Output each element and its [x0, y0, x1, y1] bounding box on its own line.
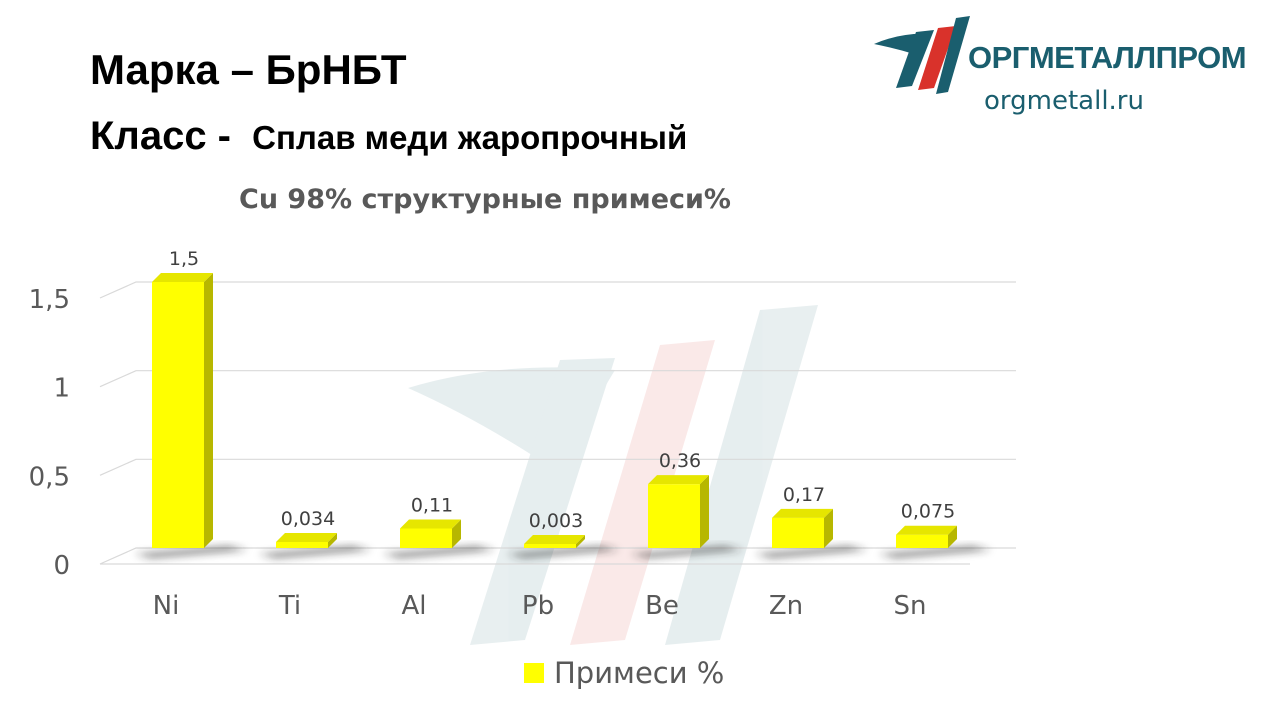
bar-top [896, 525, 957, 535]
legend: Примеси % [524, 656, 724, 690]
bar-be [648, 475, 709, 548]
logo-name: ОРГМЕТАЛЛПРОМ [968, 40, 1247, 75]
brand-title: Марка – БрНБТ [90, 46, 407, 94]
x-tick-label: Be [645, 591, 679, 621]
y-tick-label: 0,5 [29, 462, 70, 492]
bar-front [648, 484, 700, 548]
x-axis: Ni Ti Al Pb Be Zn Sn [153, 591, 927, 621]
orgmetall-logo-icon [874, 16, 970, 94]
bar-side [700, 475, 709, 548]
x-tick-label: Ti [278, 591, 301, 621]
bar-ni [152, 273, 213, 548]
x-tick-label: Sn [894, 591, 927, 621]
y-tick-label: 1,5 [29, 285, 70, 315]
bar-side [452, 519, 461, 548]
bar-shadows [134, 546, 992, 558]
data-label: 0,17 [783, 484, 825, 506]
bar-front [772, 517, 824, 548]
bar-sn [896, 525, 957, 548]
bar-shadow [878, 546, 992, 558]
data-label: 0,003 [529, 510, 583, 532]
class-label: Класс - [90, 114, 231, 158]
bar-side [576, 535, 585, 548]
y-tick-label: 0 [53, 551, 70, 581]
bar-side [948, 525, 957, 548]
bar-top [772, 508, 833, 518]
bar-shadow [630, 546, 744, 558]
bars [152, 273, 957, 548]
data-label: 0,034 [281, 508, 335, 530]
bar-side [824, 508, 833, 548]
y-axis: 0 0,5 1 1,5 [29, 285, 70, 581]
bar-ti [276, 532, 337, 548]
data-label: 1,5 [169, 248, 199, 270]
logo-url[interactable]: orgmetall.ru [984, 86, 1144, 116]
class-value: Сплав меди жаропрочный [252, 119, 688, 156]
x-tick-label: Al [401, 591, 426, 621]
bar-shadow [258, 546, 372, 558]
bar-shadow [754, 546, 868, 558]
x-tick-label: Zn [769, 591, 803, 621]
data-label: 0,36 [659, 450, 701, 472]
bar-pb [524, 535, 585, 548]
legend-label: Примеси % [554, 656, 725, 690]
data-label: 0,075 [901, 501, 955, 523]
x-tick-label: Pb [522, 591, 554, 621]
bar-front [276, 541, 328, 548]
brand-separator: – [230, 46, 254, 93]
bar-front [400, 528, 452, 548]
gridline [99, 281, 1016, 299]
bar-side [328, 532, 337, 548]
y-tick-label: 1 [53, 374, 70, 404]
data-labels: 1,5 0,034 0,11 0,003 0,36 0,17 0,075 [169, 248, 955, 532]
bar-front [524, 544, 576, 548]
bar-top [648, 475, 709, 485]
bar-al [400, 519, 461, 548]
bar-top [276, 532, 337, 542]
bar-shadow [134, 546, 248, 558]
bar-zn [772, 508, 833, 548]
brand-label: Марка [90, 46, 219, 93]
data-label: 0,11 [411, 494, 453, 516]
legend-swatch [524, 663, 544, 683]
bar-front [896, 534, 948, 548]
bar-top [400, 519, 461, 529]
class-title: Класс - Сплав меди жаропрочный [90, 114, 687, 159]
bar-top [524, 535, 585, 544]
gridline [99, 458, 1016, 476]
bar-side [204, 273, 213, 548]
bar-shadow [506, 546, 620, 558]
x-tick-label: Ni [153, 591, 180, 621]
bar-top [152, 273, 213, 282]
bar-shadow [382, 546, 496, 558]
gridline [99, 370, 1016, 388]
chart-title: Cu 98% структурные примеси% [239, 184, 731, 215]
brand-value: БрНБТ [265, 46, 407, 93]
bar-front [152, 282, 204, 548]
watermark [408, 305, 818, 645]
